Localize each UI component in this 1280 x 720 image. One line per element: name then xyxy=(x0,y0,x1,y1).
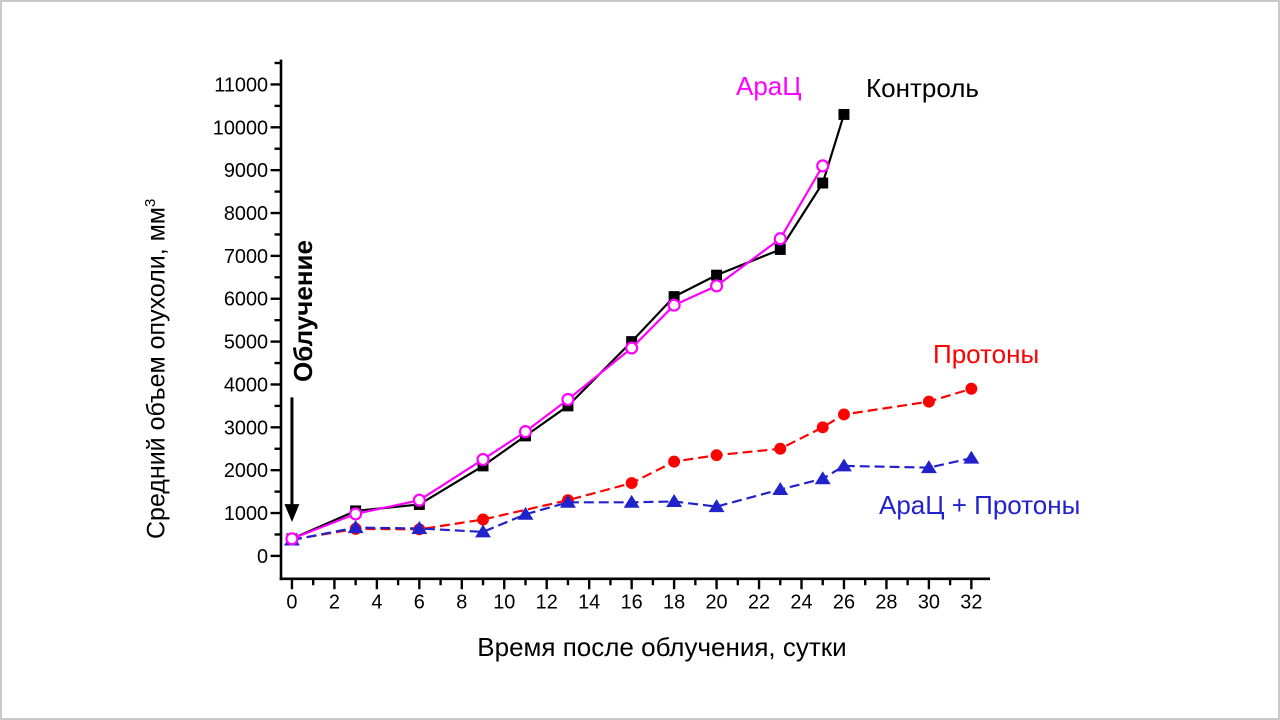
series-arac-marker xyxy=(667,298,681,312)
series-arac-plus-protony-marker xyxy=(708,499,725,513)
series-arac-plus-protony-marker xyxy=(666,494,683,507)
series-protony-marker xyxy=(965,382,978,395)
series-kontrol-marker xyxy=(838,108,850,120)
x-tick-label: 2 xyxy=(329,592,340,614)
series-protony-marker xyxy=(816,421,829,434)
y-axis-title: Средний объем опухоли, мм3 xyxy=(142,199,171,539)
y-tick-label: 6000 xyxy=(224,289,268,311)
series-kontrol-marker xyxy=(817,177,829,189)
y-axis-title-text: Средний объем опухоли, мм xyxy=(142,207,171,539)
series-arac-marker xyxy=(412,493,426,507)
y-tick-label: 1000 xyxy=(224,503,268,525)
x-tick-label: 24 xyxy=(790,592,812,614)
y-tick-label: 9000 xyxy=(224,160,268,182)
series-arac-plus-protony-marker xyxy=(772,482,789,495)
series-arac-plus-protony-marker xyxy=(920,460,937,474)
series-arac-plus-protony-marker xyxy=(517,506,534,520)
y-tick-label: 3000 xyxy=(224,417,268,439)
series-arac-plus-protony-marker xyxy=(411,521,428,534)
y-tick-label: 0 xyxy=(257,546,268,568)
series-arac-marker xyxy=(710,279,724,293)
x-tick-label: 20 xyxy=(706,592,728,614)
series-label-arac: АраЦ xyxy=(736,71,802,101)
series-arac-plus-protony-marker xyxy=(475,524,491,538)
x-tick-label: 22 xyxy=(748,592,770,614)
series-arac-marker xyxy=(518,425,533,439)
series-protony-marker xyxy=(774,442,787,455)
series-arac-marker xyxy=(816,159,830,173)
series-arac-marker xyxy=(773,232,787,246)
x-tick-label: 0 xyxy=(286,592,297,614)
series-arac-marker xyxy=(285,532,299,546)
x-tick-label: 12 xyxy=(536,592,558,614)
x-tick-label: 18 xyxy=(663,592,685,614)
x-tick-label: 30 xyxy=(918,592,940,614)
x-tick-label: 28 xyxy=(875,592,897,614)
series-kontrol-line xyxy=(291,114,846,540)
series-label-protony: Протоны xyxy=(933,339,1040,369)
x-tick-label: 32 xyxy=(960,592,982,614)
series-arac-marker xyxy=(561,392,575,407)
series-label-arac-plus-protony: АраЦ + Протоны xyxy=(879,490,1081,520)
y-axis-title-superscript: 3 xyxy=(142,198,159,208)
y-tick-label: 4000 xyxy=(224,374,268,396)
series-protony-marker xyxy=(837,408,850,421)
irradiation-annotation: Облучение xyxy=(288,240,318,382)
x-tick-label: 16 xyxy=(621,592,643,614)
series-arac-plus-protony-marker xyxy=(347,520,364,534)
irradiation-arrow-head xyxy=(284,504,300,523)
y-tick-label: 8000 xyxy=(224,203,268,225)
series-kontrol-marker xyxy=(668,291,680,303)
series-kontrol-marker xyxy=(774,243,786,255)
series-label-kontrol: Контроль xyxy=(866,73,979,103)
series-arac-line xyxy=(291,165,824,540)
series-protony-marker xyxy=(668,455,681,468)
y-tick-label: 10000 xyxy=(213,117,268,139)
series-arac-plus-protony-marker xyxy=(559,494,576,508)
x-tick-label: 14 xyxy=(578,592,600,614)
y-tick-label: 7000 xyxy=(224,246,268,268)
series-arac-marker xyxy=(625,341,639,355)
series-kontrol-marker xyxy=(711,269,723,281)
series-arac-plus-protony-marker xyxy=(963,450,980,464)
series-protony-line xyxy=(291,387,972,541)
x-axis-title: Время после облучения, сутки xyxy=(477,632,847,662)
x-tick-label: 4 xyxy=(371,592,382,614)
x-tick-label: 10 xyxy=(493,592,515,614)
series-arac-plus-protony-marker xyxy=(814,471,831,485)
series-protony-marker xyxy=(477,513,489,526)
x-tick-label: 8 xyxy=(456,592,467,614)
series-arac-marker xyxy=(476,452,490,467)
series-protony-marker xyxy=(922,395,935,408)
series-protony-marker xyxy=(710,449,723,462)
y-tick-label: 5000 xyxy=(224,332,268,354)
y-tick-label: 11000 xyxy=(214,74,268,96)
series-arac-plus-protony-marker xyxy=(623,494,640,508)
series-protony-marker xyxy=(625,477,638,490)
y-tick-label: 2000 xyxy=(224,460,268,482)
series-arac-plus-protony-marker xyxy=(836,458,852,472)
x-tick-label: 6 xyxy=(414,592,425,614)
x-tick-label: 26 xyxy=(833,592,855,614)
series-arac-marker xyxy=(349,507,363,521)
